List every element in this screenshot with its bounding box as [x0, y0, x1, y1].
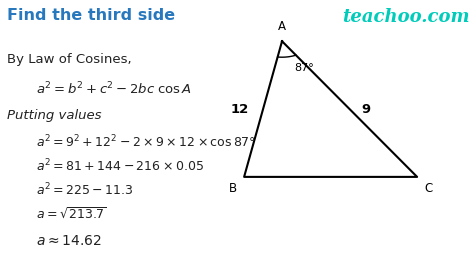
Text: By Law of Cosines,: By Law of Cosines, [7, 53, 132, 66]
Text: $a^2 = 225 - 11.3$: $a^2 = 225 - 11.3$ [36, 182, 133, 198]
Text: 9: 9 [361, 103, 371, 115]
Text: B: B [229, 182, 237, 195]
Text: C: C [424, 182, 432, 195]
Text: $a^2 = 81 + 144 - 216 \times 0.05$: $a^2 = 81 + 144 - 216 \times 0.05$ [36, 158, 203, 174]
Text: Find the third side: Find the third side [7, 8, 175, 23]
Text: $a^2 = 9^2 + 12^2 - 2 \times 9 \times 12 \times \cos 87\degree$: $a^2 = 9^2 + 12^2 - 2 \times 9 \times 12… [36, 134, 255, 151]
Text: Putting values: Putting values [7, 109, 101, 122]
Text: teachoo.com: teachoo.com [342, 8, 469, 26]
Text: 12: 12 [230, 103, 249, 115]
Text: 87°: 87° [294, 63, 314, 73]
Text: A: A [278, 20, 286, 33]
Text: $a = \sqrt{213.7}$: $a = \sqrt{213.7}$ [36, 207, 107, 222]
Text: $a \approx 14.62$: $a \approx 14.62$ [36, 234, 101, 248]
Text: $a^2 = b^2 + c^2 - 2bc \; \cos A$: $a^2 = b^2 + c^2 - 2bc \; \cos A$ [36, 81, 191, 97]
